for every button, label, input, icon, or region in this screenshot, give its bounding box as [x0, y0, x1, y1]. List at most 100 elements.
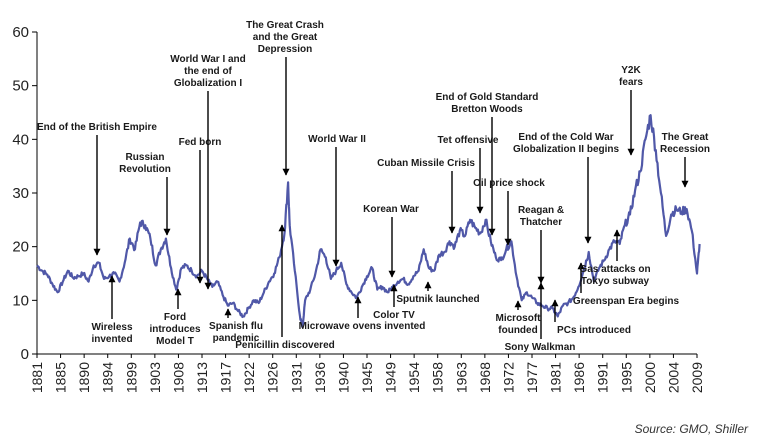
x-tick-label: 1903 [147, 362, 163, 393]
annotation-label: invented [91, 334, 132, 345]
x-tick-label: 1991 [595, 362, 611, 393]
x-tick-label: 1881 [29, 362, 45, 393]
annotation-label: the end of [184, 66, 232, 77]
x-tick-label: 1963 [453, 362, 469, 393]
annotation-label: Cuban Missile Crisis [377, 158, 475, 169]
x-tick-label: 1899 [123, 362, 139, 393]
annotation-label: Y2K [621, 65, 641, 76]
x-tick-label: 1954 [406, 362, 422, 393]
x-tick-label: 1968 [477, 362, 493, 393]
y-axis-ticks: 0 10 20 30 40 50 60 [12, 24, 37, 363]
annotation: Tet offensive [438, 135, 499, 214]
y-tick-label: 0 [21, 346, 29, 363]
annotation: Color TV [373, 284, 415, 321]
annotation-label: Thatcher [520, 217, 562, 228]
annotation-label: Microsoft [496, 313, 542, 324]
annotation-label: Revolution [119, 164, 171, 175]
annotation: Reagan &Thatcher [518, 205, 564, 284]
annotation-label: End of the British Empire [37, 122, 157, 133]
y-tick-label: 40 [12, 131, 29, 148]
annotation-label: Globalization I [174, 78, 243, 89]
annotation: Fed born [179, 137, 222, 284]
y-tick-label: 20 [12, 239, 29, 256]
annotation-label: Russian [126, 152, 165, 163]
annotation-label: Microwave ovens invented [299, 321, 426, 332]
x-tick-label: 1922 [241, 362, 257, 393]
annotation-label: Model T [156, 336, 194, 347]
annotation: PCs introduced [551, 299, 631, 336]
annotation-label: Fed born [179, 137, 222, 148]
y-tick-label: 50 [12, 78, 29, 95]
x-tick-label: 1931 [288, 362, 304, 393]
x-tick-label: 1885 [53, 362, 69, 393]
annotation-label: Sputnik launched [396, 294, 479, 305]
annotation-label: Color TV [373, 310, 415, 321]
annotation-label: founded [498, 325, 537, 336]
annotation: Penicillin discovered [235, 224, 335, 351]
annotation-label: Depression [258, 44, 312, 55]
annotation-label: Oil price shock [473, 178, 545, 189]
x-tick-label: 2004 [665, 362, 681, 393]
x-tick-label: 1926 [265, 362, 281, 393]
x-tick-label: 1977 [524, 362, 540, 393]
annotation-label: Korean War [363, 204, 419, 215]
x-tick-label: 1995 [618, 362, 634, 393]
annotations: End of the British Empire Wirelessinvente… [37, 20, 710, 353]
x-axis-ticks: 1881 1885 1890 1894 1899 1903 1908 1913 1917 1922… [29, 354, 705, 393]
x-tick-label: 1945 [359, 362, 375, 393]
annotation-label: Recession [660, 144, 710, 155]
annotation-label: Reagan & [518, 205, 564, 216]
annotation: Oil price shock [473, 178, 545, 246]
annotation-label: introduces [149, 324, 201, 335]
x-tick-label: 1913 [194, 362, 210, 393]
annotation-label: Ford [164, 312, 186, 323]
annotation-label: End of Gold Standard [436, 92, 539, 103]
annotation: End of the British Empire [37, 122, 157, 256]
annotation-label: Spanish flu [209, 321, 263, 332]
annotation-label: PCs introduced [557, 325, 631, 336]
annotation-label: End of the Cold War [518, 132, 613, 143]
annotation-label: and the Great [253, 32, 318, 43]
annotation-label: Globalization II begins [513, 144, 620, 155]
y-tick-label: 60 [12, 24, 29, 41]
annotation: Greenspan Era begins [573, 262, 680, 307]
annotation-label: Greenspan Era begins [573, 296, 680, 307]
annotation: Microwave ovens invented [299, 296, 426, 332]
x-tick-label: 1958 [430, 362, 446, 393]
annotation-label: Wireless [91, 322, 132, 333]
annotation-label: World War II [308, 134, 366, 145]
x-tick-label: 1917 [218, 362, 234, 393]
annotation: Sony Walkman [505, 282, 575, 353]
annotation-label: Penicillin discovered [235, 340, 334, 351]
x-tick-label: 1986 [571, 362, 587, 393]
annotation-label: Tokyo subway [581, 276, 650, 287]
annotation-label: The Great [662, 132, 709, 143]
x-tick-label: 1981 [548, 362, 564, 393]
annotation: Sputnik launched [396, 281, 480, 305]
annotation-label: pandemic [213, 333, 260, 344]
x-tick-label: 1890 [76, 362, 92, 393]
x-tick-label: 1972 [500, 362, 516, 393]
annotation: World War II [308, 134, 366, 267]
y-tick-label: 30 [12, 185, 29, 202]
x-tick-label: 1894 [100, 362, 116, 393]
y-tick-label: 10 [12, 292, 29, 309]
annotation-label: fears [619, 77, 643, 88]
annotation-label: Gas attacks on [579, 264, 650, 275]
series [36, 114, 701, 329]
x-tick-label: 2000 [642, 362, 658, 393]
x-tick-label: 1940 [335, 362, 351, 393]
annotation: Korean War [363, 204, 419, 278]
annotation-label: The Great Crash [246, 20, 324, 31]
